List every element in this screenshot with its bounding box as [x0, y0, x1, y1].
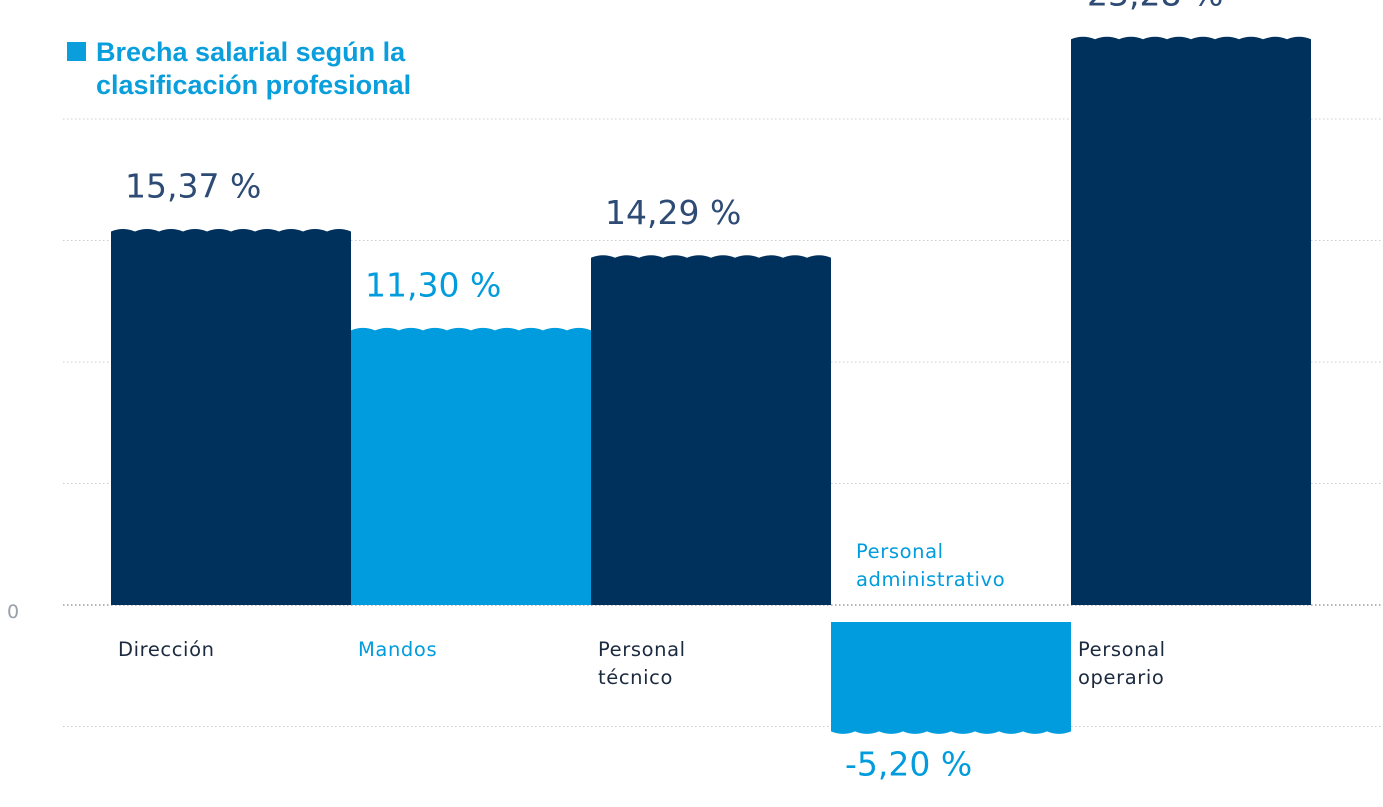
value-label-3: -5,20 %	[845, 744, 972, 783]
value-label-2: 14,29 %	[605, 193, 741, 232]
category-label-2-line-0: Personal	[598, 638, 686, 661]
category-label-3-line-1: administrativo	[856, 568, 1005, 591]
bar-4	[1071, 36, 1311, 605]
chart-title-line-1: Brecha salarial según la	[96, 37, 406, 67]
category-label-0-line-0: Dirección	[118, 638, 215, 661]
bar-2	[591, 255, 831, 605]
chart-title-line-2: clasificación profesional	[96, 70, 411, 100]
category-label-3-line-0: Personal	[856, 540, 944, 563]
category-label-1-line-0: Mandos	[358, 638, 437, 661]
value-label-0: 15,37 %	[125, 167, 261, 206]
category-label-2-line-1: técnico	[598, 666, 673, 689]
value-label-1: 11,30 %	[365, 265, 501, 304]
bar-1	[351, 327, 591, 605]
bars	[111, 36, 1311, 734]
bar-3	[831, 622, 1071, 734]
labels: 15,37 % Dirección 11,30 % Mandos 14,29 % Pers…	[118, 0, 1223, 783]
y-axis-zero-tick-label: 0	[7, 601, 19, 623]
category-label-4-line-0: Personal	[1078, 638, 1166, 661]
bar-0	[111, 229, 351, 605]
chart-title: Brecha salarial según la clasificación p…	[67, 37, 411, 100]
category-label-4-line-1: operario	[1078, 666, 1164, 689]
value-label-4: 23,28 %	[1087, 0, 1223, 13]
title-marker-square	[67, 42, 86, 61]
